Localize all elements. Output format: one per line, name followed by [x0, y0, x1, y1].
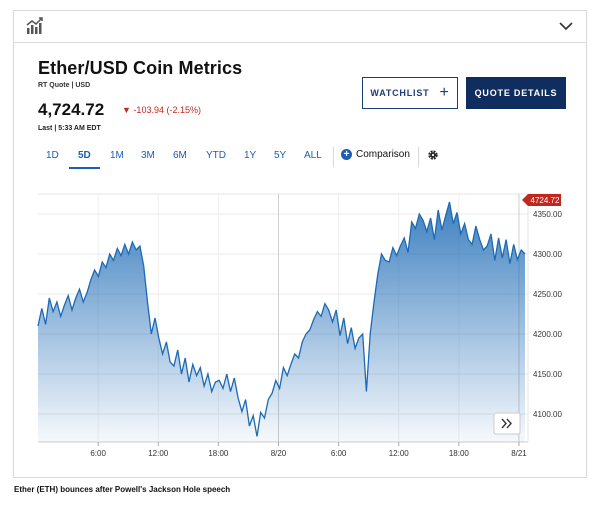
last-price: 4,724.72 [38, 100, 105, 119]
divider [333, 147, 334, 167]
x-tick-label: 12:00 [148, 449, 169, 458]
comparison-button[interactable]: + Comparison [341, 149, 410, 160]
y-tick-label: 4200.00 [533, 330, 562, 339]
last-update-time: Last | 5:33 AM EDT [38, 125, 101, 132]
price-change-value: -103.94 (-2.15%) [133, 105, 201, 115]
plus-icon: + [439, 84, 450, 101]
quote-details-label: QUOTE DETAILS [474, 88, 558, 98]
scroll-right-button[interactable] [493, 412, 521, 435]
tab-6m[interactable]: 6M [173, 150, 187, 161]
quote-details-button[interactable]: QUOTE DETAILS [466, 77, 566, 109]
x-tick-label: 8/20 [271, 449, 287, 458]
tab-1d[interactable]: 1D [46, 150, 59, 161]
comparison-label: Comparison [356, 149, 410, 160]
image-caption: Ether (ETH) bounces after Powell's Jacks… [14, 485, 231, 494]
tab-1m[interactable]: 1M [110, 150, 124, 161]
tab-5y[interactable]: 5Y [274, 150, 287, 161]
price-line [37, 201, 526, 437]
gear-icon[interactable] [427, 149, 439, 161]
page-title: Ether/USD Coin Metrics [38, 58, 243, 78]
tab-3m[interactable]: 3M [141, 150, 155, 161]
plus-circle-icon: + [341, 149, 352, 160]
last-value-flag [522, 194, 561, 206]
down-arrow-icon: ▼ [122, 105, 131, 115]
y-tick-label: 4100.00 [533, 410, 562, 419]
price-area [38, 202, 525, 442]
tab-5d[interactable]: 5D [69, 150, 100, 169]
divider [418, 147, 419, 167]
quote-type-label: RT Quote | USD [38, 82, 91, 89]
tab-all[interactable]: ALL [304, 150, 322, 161]
y-tick-label: 4150.00 [533, 370, 562, 379]
chart-icon[interactable] [26, 17, 44, 35]
chevron-down-icon[interactable] [558, 19, 574, 33]
y-tick-label: 4350.00 [533, 210, 562, 219]
x-tick-label: 6:00 [331, 449, 347, 458]
tab-1y[interactable]: 1Y [244, 150, 257, 161]
double-chevron-right-icon[interactable] [501, 418, 512, 429]
card-toolbar [14, 11, 586, 43]
tab-ytd[interactable]: YTD [206, 150, 226, 161]
price-change: ▼ -103.94 (-2.15%) [122, 105, 201, 115]
watchlist-label: WATCHLIST [370, 88, 430, 98]
x-tick-label: 8/21 [511, 449, 527, 458]
last-value-label: 4724.72 [531, 196, 560, 205]
watchlist-button[interactable]: WATCHLIST + [362, 77, 458, 109]
x-tick-label: 18:00 [449, 449, 470, 458]
y-tick-label: 4300.00 [533, 250, 562, 259]
y-tick-label: 4250.00 [533, 290, 562, 299]
x-tick-label: 6:00 [90, 449, 106, 458]
x-tick-label: 18:00 [208, 449, 229, 458]
x-tick-label: 12:00 [389, 449, 410, 458]
